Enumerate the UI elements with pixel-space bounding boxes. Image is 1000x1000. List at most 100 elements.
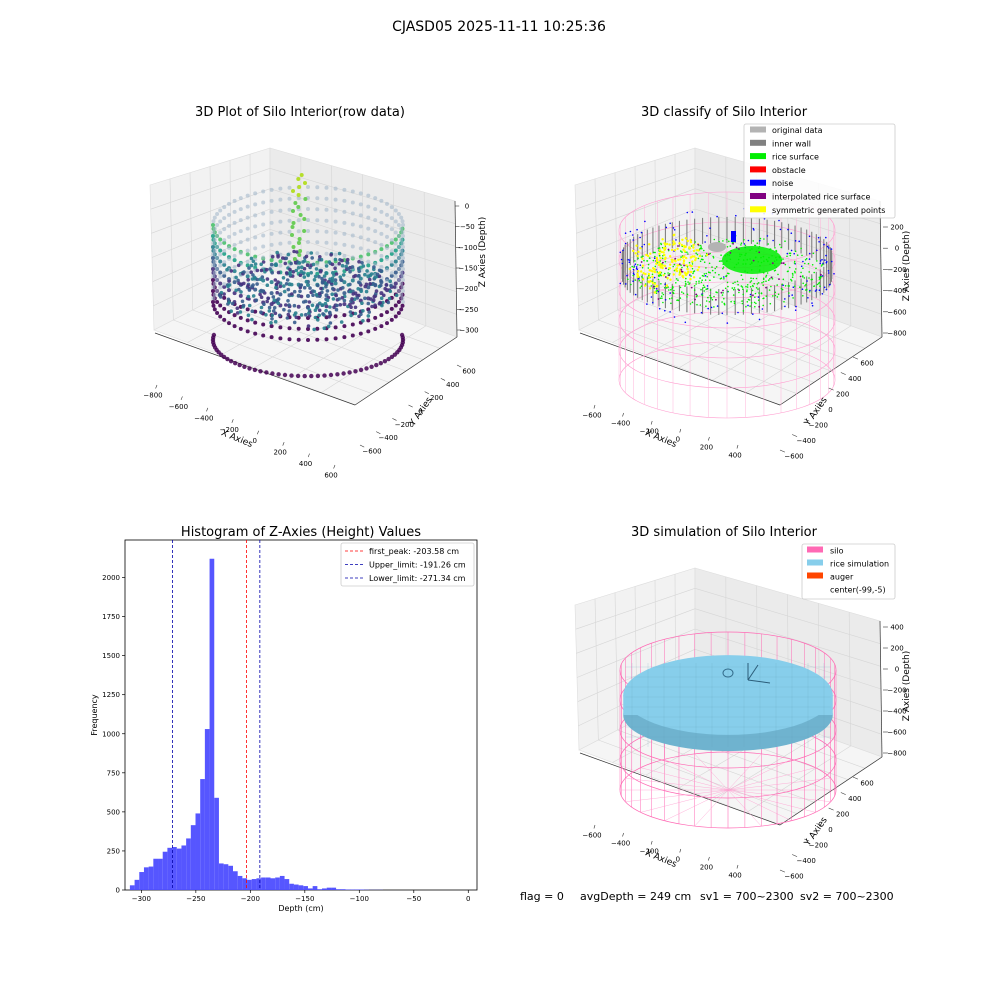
- cls-rice-point: [701, 279, 703, 282]
- raw-z-tick-label: −300: [459, 327, 478, 335]
- raw-surface-point: [270, 254, 275, 259]
- cls-noise-point: [707, 307, 709, 310]
- cls-symmetric-point: [692, 243, 695, 247]
- raw-wall-point: [222, 216, 227, 221]
- raw-wall-point: [350, 278, 355, 283]
- raw-surface-point: [297, 261, 302, 265]
- raw-surface-point: [303, 299, 308, 304]
- histogram-bar: [247, 879, 252, 890]
- cls-rice-point: [772, 295, 774, 297]
- sim-auger-arm: [747, 664, 759, 681]
- cls-x-tick-label: 400: [728, 452, 741, 460]
- raw-wall-point: [269, 258, 274, 263]
- cls-x-tick-mark: [736, 444, 739, 449]
- raw-surface-point: [387, 296, 392, 301]
- cls-symmetric-point: [683, 250, 687, 253]
- cls-symmetric-point: [659, 264, 663, 267]
- raw-surface-point: [259, 268, 264, 273]
- raw-wall-point: [232, 291, 237, 296]
- cls-noise-point: [809, 289, 811, 292]
- cls-rice-point: [710, 297, 713, 299]
- raw-wall-point: [218, 259, 223, 264]
- cls-rice-point: [677, 279, 679, 282]
- raw-surface-point: [271, 295, 276, 299]
- raw-surface-point: [219, 290, 224, 295]
- cls-interp-point: [678, 263, 681, 265]
- raw-wall-point: [389, 227, 394, 232]
- cls-rice-point: [671, 285, 674, 288]
- cls-interp-point: [674, 257, 677, 260]
- cls-rice-point: [718, 273, 720, 276]
- cls-symmetric-point: [643, 284, 647, 287]
- raw-wall-point: [218, 248, 223, 253]
- cls-noise-point: [752, 227, 755, 230]
- raw-wall-point: [342, 220, 347, 225]
- cls-rice-point: [746, 290, 748, 293]
- raw-surface-point: [313, 315, 318, 320]
- raw-wall-point: [400, 219, 405, 224]
- cls-noise-point: [644, 220, 646, 223]
- cls-symmetric-point: [692, 276, 696, 279]
- raw-bottom-point: [341, 371, 346, 376]
- cls-rice-point: [634, 279, 637, 281]
- histogram-bar: [167, 847, 173, 890]
- raw-wall-point: [315, 185, 320, 190]
- cls-noise-point: [807, 297, 809, 299]
- raw-wall-point: [389, 249, 394, 254]
- cls-rice-point: [705, 272, 708, 275]
- raw-surface-point: [318, 269, 323, 274]
- cls-rice-point: [759, 237, 762, 240]
- cls-rice-point: [749, 305, 751, 307]
- histogram-x-tick-label: −300: [132, 895, 151, 903]
- raw-wall-point: [253, 287, 258, 292]
- raw-wall-point: [373, 207, 378, 212]
- raw-surface-point: [307, 311, 311, 315]
- raw-wall-point: [245, 204, 250, 209]
- cls-rice-point: [706, 275, 708, 278]
- raw-wall-point: [296, 326, 301, 331]
- cls-rice-point: [774, 269, 777, 272]
- cls-y-tick-label: −600: [784, 453, 803, 461]
- raw-wall-point: [396, 267, 401, 271]
- cls-rice-point: [707, 296, 709, 299]
- raw-wall-point: [212, 270, 217, 275]
- raw-bottom-point: [270, 371, 275, 376]
- raw-wall-point: [212, 237, 217, 242]
- raw-surface-point: [348, 302, 352, 307]
- histogram-bar: [303, 886, 308, 890]
- raw-surface-point: [276, 301, 281, 306]
- cls-symmetric-point: [655, 285, 658, 288]
- histogram-bar: [162, 851, 168, 890]
- raw-wall-point: [379, 220, 384, 225]
- cls-symmetric-point: [682, 262, 685, 265]
- cls-rice-point: [791, 272, 794, 275]
- raw-surface-point: [388, 279, 393, 284]
- cls-rice-point: [688, 283, 690, 285]
- cls-rice-point: [697, 257, 700, 260]
- raw-wall-point: [396, 289, 401, 293]
- cls-rice-point: [777, 273, 779, 276]
- cls-symmetric-point: [705, 253, 709, 257]
- raw-surface-point: [227, 300, 231, 305]
- cls-obstacle-cluster: [731, 231, 736, 242]
- histogram-x-tick-label: −50: [406, 895, 421, 903]
- raw-surface-point: [321, 312, 325, 316]
- histogram-bar: [340, 889, 346, 890]
- cls-rice-point: [740, 244, 742, 246]
- raw-surface-point: [258, 292, 262, 297]
- cls-symmetric-point: [672, 273, 675, 276]
- raw-wall-point: [373, 196, 378, 201]
- raw-surface-point: [273, 278, 278, 282]
- cls-rice-point: [724, 287, 727, 290]
- cls-symmetric-point: [692, 249, 696, 253]
- raw-surface-point: [324, 284, 328, 289]
- raw-wall-point: [212, 215, 217, 220]
- raw-surface-point: [273, 319, 278, 324]
- cls-noise-point: [828, 272, 830, 274]
- raw-surface-point: [237, 281, 241, 286]
- raw-wall-point: [358, 254, 363, 259]
- cls-noise-point: [622, 249, 624, 252]
- cls-symmetric-point: [637, 250, 640, 253]
- raw-wall-point: [366, 329, 371, 334]
- raw-wall-point: [211, 267, 215, 271]
